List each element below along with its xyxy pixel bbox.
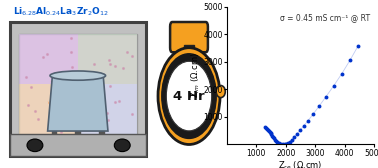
Ellipse shape: [216, 86, 225, 98]
Polygon shape: [48, 76, 105, 131]
Ellipse shape: [114, 139, 130, 152]
Polygon shape: [57, 91, 94, 131]
Bar: [75, 131, 80, 148]
FancyBboxPatch shape: [78, 84, 136, 134]
Ellipse shape: [162, 54, 216, 138]
FancyBboxPatch shape: [19, 34, 136, 134]
Polygon shape: [48, 76, 108, 131]
Ellipse shape: [158, 48, 220, 144]
FancyBboxPatch shape: [9, 22, 146, 156]
Text: 4 Hr: 4 Hr: [173, 90, 205, 103]
Text: σ = 0.45 mS cm⁻¹ @ RT: σ = 0.45 mS cm⁻¹ @ RT: [280, 14, 370, 23]
FancyBboxPatch shape: [19, 34, 78, 84]
FancyBboxPatch shape: [9, 134, 146, 156]
Ellipse shape: [50, 71, 105, 80]
FancyBboxPatch shape: [78, 34, 136, 84]
Text: Li$_{6.28}$Al$_{0.24}$La$_3$Zr$_2$O$_{12}$: Li$_{6.28}$Al$_{0.24}$La$_3$Zr$_2$O$_{12…: [13, 6, 108, 18]
Bar: [99, 131, 104, 148]
Ellipse shape: [27, 139, 43, 152]
Ellipse shape: [166, 61, 212, 131]
X-axis label: Z$_{re}$ ($\Omega$.cm): Z$_{re}$ ($\Omega$.cm): [278, 159, 323, 168]
FancyBboxPatch shape: [19, 84, 78, 134]
Bar: [184, 45, 194, 57]
FancyBboxPatch shape: [170, 22, 208, 52]
Bar: [51, 131, 56, 148]
Y-axis label: Z$_{im}$ ($\Omega$.cm): Z$_{im}$ ($\Omega$.cm): [189, 53, 202, 98]
